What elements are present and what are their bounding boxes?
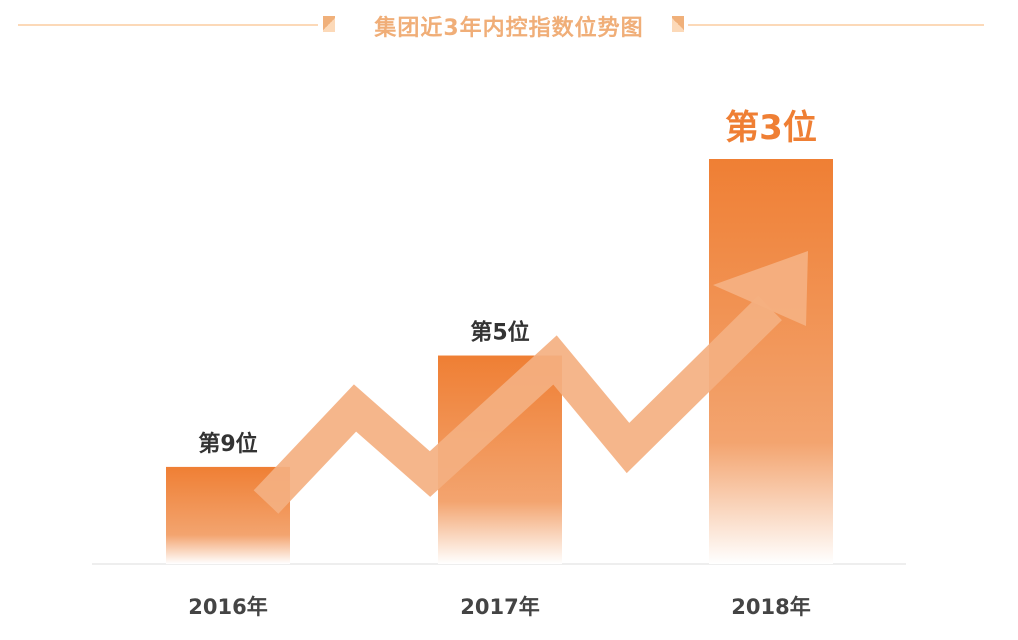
x-tick-label: 2016年 — [188, 595, 267, 619]
trend-arrow-head — [713, 251, 808, 326]
chart-title: 集团近3年内控指数位势图 — [374, 16, 644, 41]
value-label: 第9位 — [198, 431, 257, 457]
title-rule-left — [18, 24, 318, 26]
value-label: 第3位 — [725, 108, 817, 148]
trend-arrow-line — [253, 295, 782, 514]
title-flag-left-icon — [323, 16, 335, 32]
value-label: 第5位 — [470, 320, 529, 346]
title-flag-right-icon — [672, 16, 684, 32]
title-rule-right — [688, 24, 984, 26]
x-tick-label: 2017年 — [460, 595, 539, 619]
x-tick-label: 2018年 — [731, 595, 810, 619]
trend-arrow — [253, 251, 808, 514]
